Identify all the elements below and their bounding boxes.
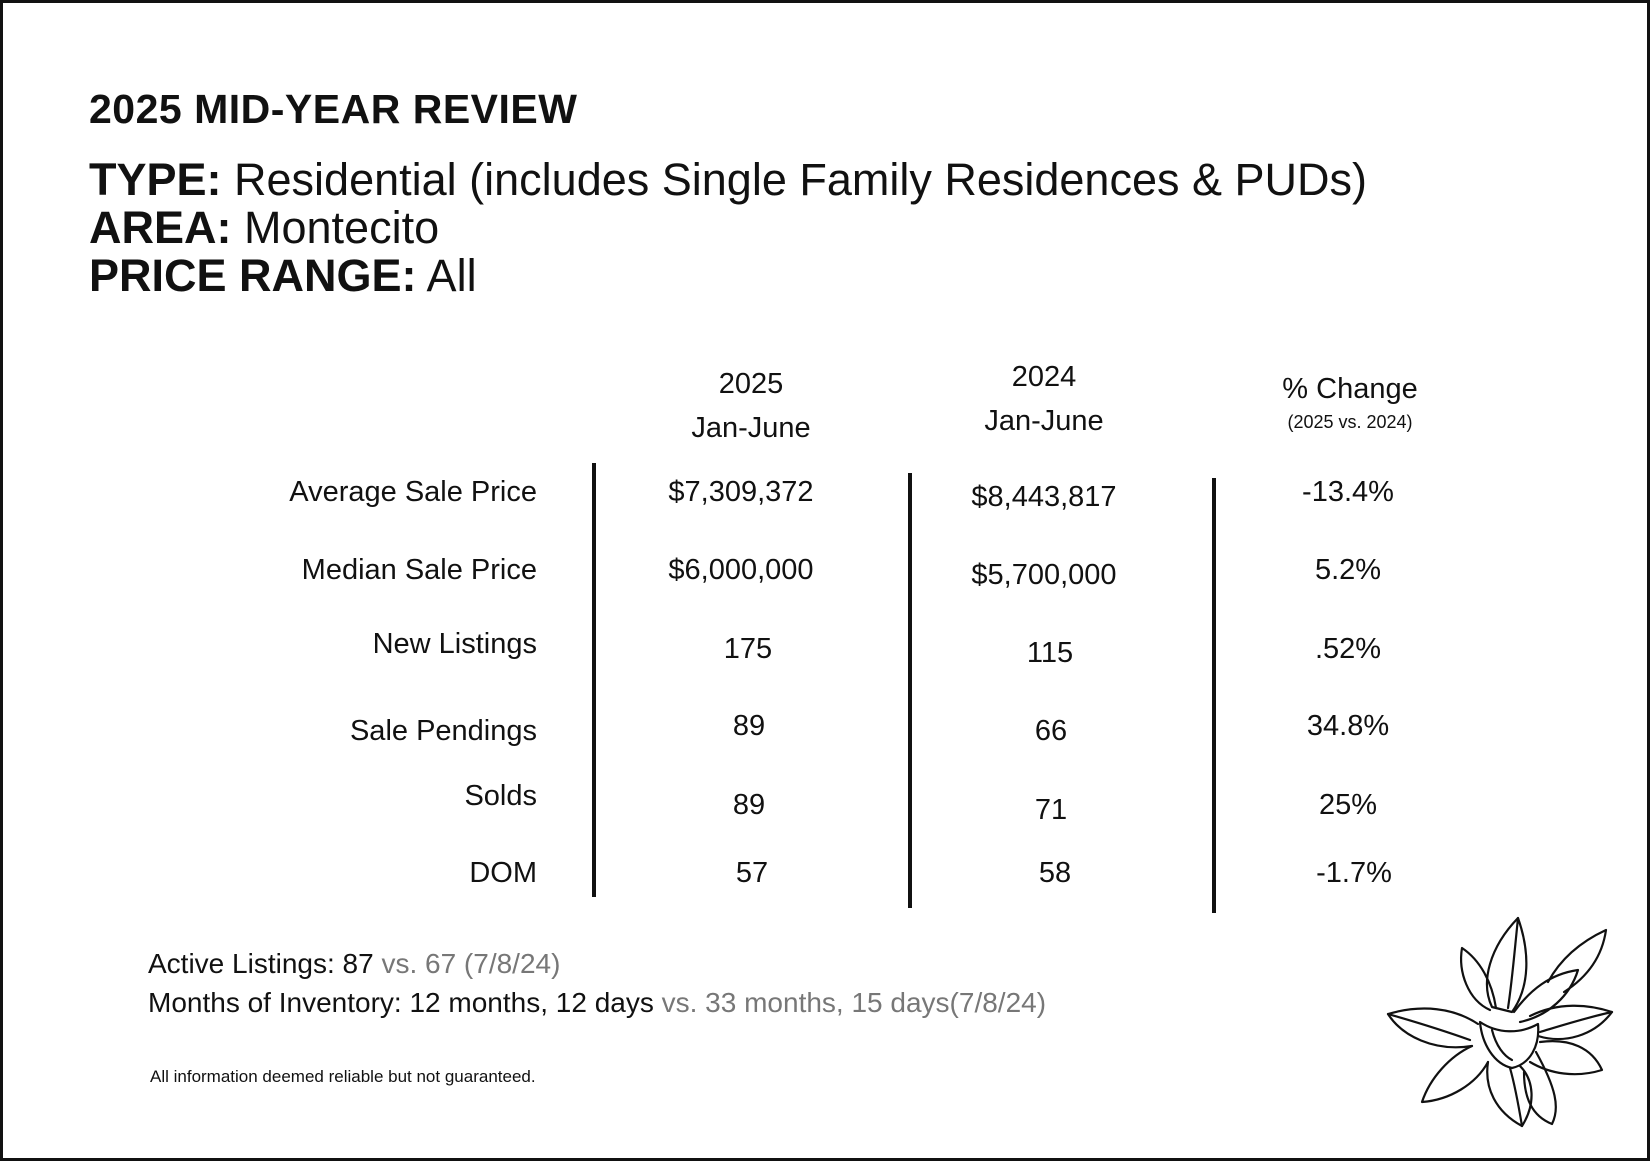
cell-solds-change: 25%	[1318, 789, 1378, 821]
inventory-compare: vs. 33 months, 15 days(7/8/24)	[653, 987, 1047, 1018]
cell-new-listings-2024: 115	[1026, 637, 1074, 669]
months-of-inventory: Months of Inventory: 12 months, 12 days …	[148, 987, 1046, 1019]
row-label-average-sale-price: Average Sale Price	[289, 476, 537, 508]
meta-area: AREA: Montecito	[89, 204, 439, 252]
meta-type-label: TYPE:	[89, 154, 222, 205]
col-header-change: % Change (2025 vs. 2024)	[1220, 367, 1480, 433]
cell-solds-2024: 71	[1034, 794, 1068, 826]
cell-sale-pendings-2024: 66	[1034, 715, 1068, 747]
row-label-sale-pendings: Sale Pendings	[349, 715, 537, 747]
col-change-label: % Change	[1282, 373, 1418, 405]
active-listings-compare: vs. 67 (7/8/24)	[373, 948, 561, 979]
magnolia-flower-icon	[1386, 916, 1614, 1128]
cell-new-listings-change: .52%	[1314, 633, 1382, 665]
col-2024-year: 2024	[1011, 361, 1077, 393]
meta-type-value: Residential (includes Single Family Resi…	[221, 154, 1367, 205]
cell-sale-pendings-2025: 89	[732, 710, 766, 742]
divider-1	[592, 463, 596, 897]
active-listings-value: Active Listings: 87	[148, 948, 374, 979]
cell-median-sale-price-change: 5.2%	[1314, 554, 1382, 586]
col-change-sub: (2025 vs. 2024)	[1287, 412, 1413, 432]
col-2025-period: Jan-June	[691, 412, 811, 444]
cell-median-sale-price-2024: $5,700,000	[971, 559, 1117, 591]
cell-average-sale-price-2024: $8,443,817	[971, 481, 1117, 513]
meta-area-value: Montecito	[231, 202, 440, 253]
meta-type: TYPE: Residential (includes Single Famil…	[89, 156, 1367, 204]
active-listings: Active Listings: 87 vs. 67 (7/8/24)	[148, 948, 560, 980]
row-label-new-listings: New Listings	[372, 628, 537, 660]
col-header-2024: 2024 Jan-June	[914, 355, 1174, 443]
page-title: 2025 MID-YEAR REVIEW	[89, 86, 578, 132]
cell-average-sale-price-2025: $7,309,372	[668, 476, 814, 508]
col-2024-period: Jan-June	[984, 405, 1104, 437]
cell-dom-change: -1.7%	[1316, 857, 1392, 889]
cell-dom-2025: 57	[735, 857, 769, 889]
cell-solds-2025: 89	[732, 789, 766, 821]
cell-median-sale-price-2025: $6,000,000	[668, 554, 814, 586]
col-2025-year: 2025	[718, 368, 784, 400]
cell-sale-pendings-change: 34.8%	[1306, 710, 1390, 742]
divider-2	[908, 473, 912, 908]
divider-3	[1212, 478, 1216, 913]
cell-average-sale-price-change: -13.4%	[1302, 476, 1394, 508]
cell-new-listings-2025: 175	[723, 633, 773, 665]
disclaimer: All information deemed reliable but not …	[150, 1067, 536, 1086]
row-label-median-sale-price: Median Sale Price	[301, 554, 537, 586]
row-label-dom: DOM	[469, 857, 537, 889]
meta-price-value: All	[416, 250, 477, 301]
col-header-2025: 2025 Jan-June	[621, 362, 881, 450]
meta-price-label: PRICE RANGE:	[89, 250, 417, 301]
cell-dom-2024: 58	[1038, 857, 1072, 889]
inventory-value: Months of Inventory: 12 months, 12 days	[148, 987, 654, 1018]
row-label-solds: Solds	[464, 780, 537, 812]
meta-area-label: AREA:	[89, 202, 232, 253]
meta-price-range: PRICE RANGE: All	[89, 252, 477, 300]
